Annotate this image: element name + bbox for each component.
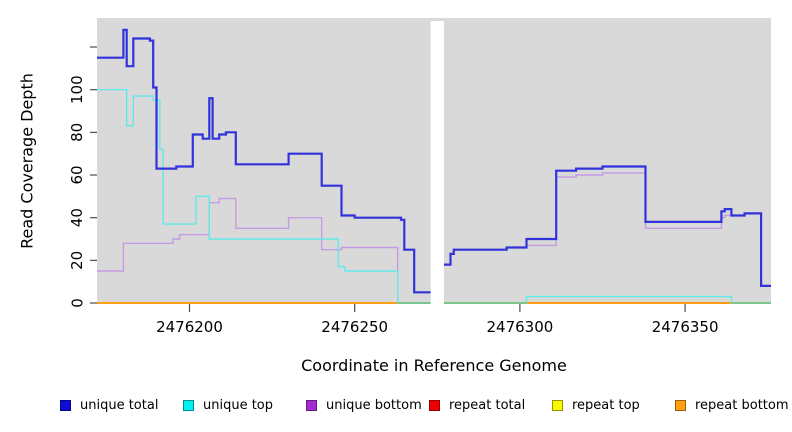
- unique-bottom-swatch-icon: [306, 400, 317, 411]
- repeat-bottom-swatch-icon: [675, 400, 686, 411]
- x-tick-label: 2476300: [486, 318, 553, 336]
- legend: unique total unique top unique bottom repea…: [60, 398, 792, 413]
- legend-item-unique-total: unique total: [60, 398, 183, 413]
- legend-item-repeat-top: repeat top: [552, 398, 675, 413]
- y-tick-label: 80: [68, 123, 86, 142]
- unique-total-swatch-icon: [60, 400, 71, 411]
- y-tick-label: 60: [68, 165, 86, 184]
- unique-top-swatch-icon: [183, 400, 194, 411]
- x-tick-label: 2476200: [156, 318, 223, 336]
- x-tick-label: 2476250: [321, 318, 388, 336]
- legend-label-repeat-total: repeat total: [449, 398, 526, 413]
- legend-item-repeat-bottom: repeat bottom: [675, 398, 792, 413]
- series-unique-top: [97, 89, 431, 304]
- repeat-top-swatch-icon: [552, 400, 563, 411]
- legend-label-repeat-bottom: repeat bottom: [695, 398, 789, 413]
- series-unique-bottom: [97, 197, 431, 304]
- y-tick-label: 20: [68, 251, 86, 270]
- legend-label-unique-top: unique top: [203, 398, 274, 413]
- series-unique-total: [97, 28, 431, 294]
- y-tick-label: 0: [68, 298, 86, 308]
- legend-item-repeat-total: repeat total: [429, 398, 552, 413]
- legend-label-unique-bottom: unique bottom: [326, 398, 422, 413]
- y-axis-title: Read Coverage Depth: [17, 73, 37, 249]
- legend-item-unique-bottom: unique bottom: [306, 398, 429, 413]
- repeat-total-swatch-icon: [429, 400, 440, 411]
- legend-item-unique-top: unique top: [183, 398, 306, 413]
- x-axis-title: Coordinate in Reference Genome: [301, 356, 567, 375]
- y-tick-label: 40: [68, 208, 86, 227]
- no-data-gap: [430, 21, 444, 304]
- x-tick-label: 2476350: [652, 318, 719, 336]
- legend-label-repeat-top: repeat top: [572, 398, 640, 413]
- y-tick-label: 100: [68, 75, 86, 104]
- legend-label-unique-total: unique total: [80, 398, 159, 413]
- series-unique-total: [443, 165, 771, 287]
